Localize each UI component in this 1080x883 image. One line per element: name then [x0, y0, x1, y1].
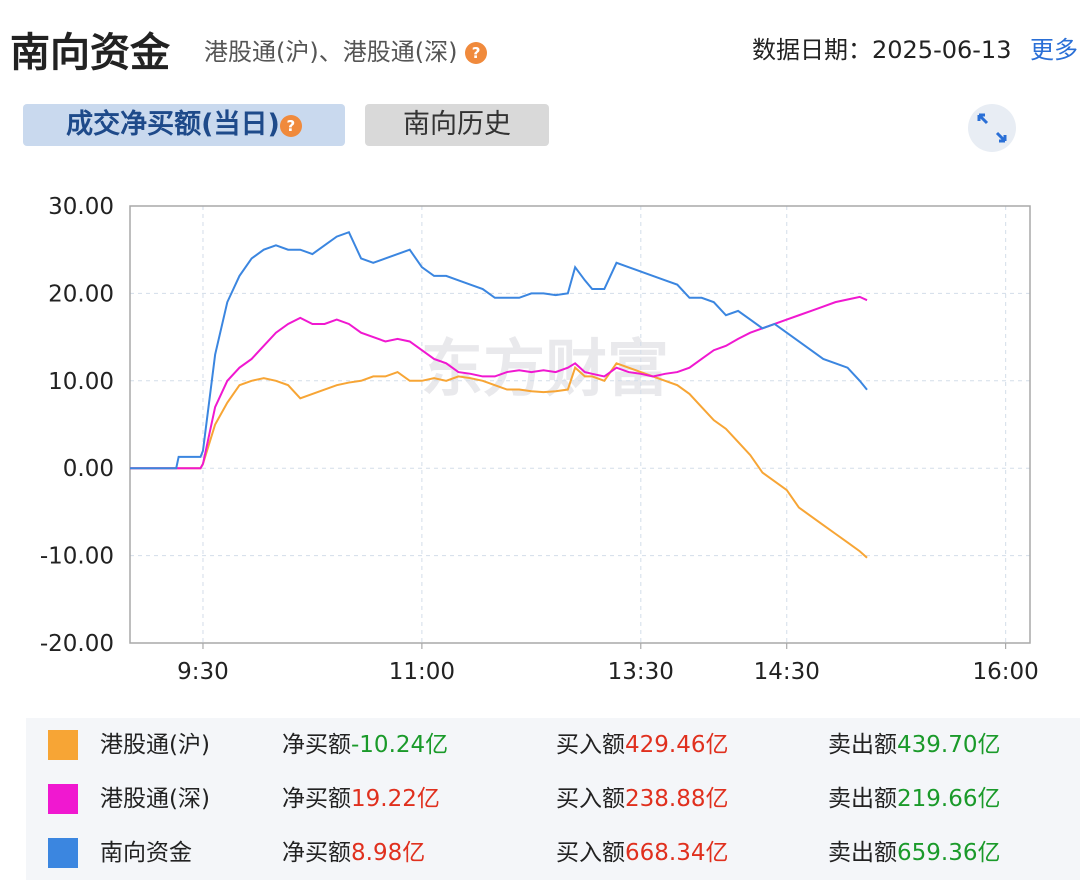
- y-tick-label: 30.00: [48, 194, 114, 220]
- net-cell: 净买额-10.24亿: [282, 718, 448, 772]
- legend-swatch: [48, 784, 78, 814]
- tab-label: 南向历史: [403, 109, 511, 140]
- buy-value: 668.34亿: [625, 840, 729, 866]
- legend-name: 港股通(沪): [100, 732, 210, 758]
- net-value: 8.98亿: [351, 840, 426, 866]
- title: 南向资金: [10, 30, 170, 76]
- y-tick-label: 10.00: [48, 369, 114, 395]
- legend-row: 南向资金 净买额8.98亿 买入额668.34亿 卖出额659.36亿: [26, 826, 1080, 880]
- y-tick-label: -10.00: [40, 544, 114, 570]
- plot-frame: [129, 205, 1031, 644]
- expand-icon: [977, 113, 1007, 143]
- buy-cell: 买入额238.88亿: [556, 772, 728, 826]
- subtitle-wrap: 港股通(沪)、港股通(深) ?: [204, 32, 488, 67]
- x-tick-label: 13:30: [608, 659, 674, 685]
- y-tick-label: 20.00: [48, 281, 114, 307]
- legend-name: 南向资金: [100, 840, 192, 866]
- sell-value: 439.70亿: [897, 732, 1001, 758]
- buy-label: 买入额: [556, 786, 625, 812]
- y-tick-label: -20.00: [40, 631, 114, 657]
- sell-label: 卖出额: [828, 732, 897, 758]
- help-icon[interactable]: ?: [279, 114, 302, 137]
- legend-row: 港股通(沪) 净买额-10.24亿 买入额429.46亿 卖出额439.70亿: [26, 718, 1080, 772]
- series-line: [130, 295, 868, 470]
- net-label: 净买额: [282, 786, 351, 812]
- net-cell: 净买额8.98亿: [282, 826, 425, 880]
- net-value: -10.24亿: [351, 732, 449, 758]
- buy-cell: 买入额429.46亿: [556, 718, 728, 772]
- sell-label: 卖出额: [828, 840, 897, 866]
- sell-value: 659.36亿: [897, 840, 1001, 866]
- buy-label: 买入额: [556, 732, 625, 758]
- buy-label: 买入额: [556, 840, 625, 866]
- x-tick-label: 11:00: [389, 659, 455, 685]
- tab[interactable]: 南向历史: [365, 104, 549, 146]
- legend-row: 港股通(深) 净买额19.22亿 买入额238.88亿 卖出额219.66亿: [26, 772, 1080, 826]
- sell-cell: 卖出额219.66亿: [828, 772, 1000, 826]
- expand-bg: [968, 104, 1016, 152]
- expand-button[interactable]: [967, 103, 1017, 153]
- y-tick-label: 0.00: [63, 456, 114, 482]
- legend-name: 港股通(深): [100, 786, 210, 812]
- tab-active[interactable]: 成交净买额(当日)?: [23, 104, 345, 146]
- buy-cell: 买入额668.34亿: [556, 826, 728, 880]
- more-link[interactable]: 更多: [1030, 36, 1078, 64]
- net-label: 净买额: [282, 840, 351, 866]
- help-icon[interactable]: ?: [465, 42, 488, 64]
- sell-cell: 卖出额439.70亿: [828, 718, 1000, 772]
- net-cell: 净买额19.22亿: [282, 772, 440, 826]
- series-line: [130, 230, 868, 470]
- legend-table: 港股通(沪) 净买额-10.24亿 买入额429.46亿 卖出额439.70亿 港股通(…: [26, 718, 1080, 880]
- net-value: 19.22亿: [351, 786, 440, 812]
- legend-swatch: [48, 730, 78, 760]
- x-tick-label: 16:00: [973, 659, 1039, 685]
- legend-swatch: [48, 838, 78, 868]
- chart: 东方财富 -20.00-10.000.0010.0020.0030.009:30…: [40, 194, 1039, 685]
- x-tick-label: 9:30: [177, 659, 229, 685]
- subtitle: 港股通(沪)、港股通(深): [204, 38, 458, 66]
- buy-value: 238.88亿: [625, 786, 729, 812]
- buy-value: 429.46亿: [625, 732, 729, 758]
- net-label: 净买额: [282, 732, 351, 758]
- x-tick-label: 14:30: [754, 659, 820, 685]
- date: 数据日期：2025-06-13: [752, 36, 1012, 64]
- tab-label: 成交净买额(当日): [66, 109, 280, 140]
- sell-label: 卖出额: [828, 786, 897, 812]
- sell-value: 219.66亿: [897, 786, 1001, 812]
- sell-cell: 卖出额659.36亿: [828, 826, 1000, 880]
- series-line: [130, 362, 868, 559]
